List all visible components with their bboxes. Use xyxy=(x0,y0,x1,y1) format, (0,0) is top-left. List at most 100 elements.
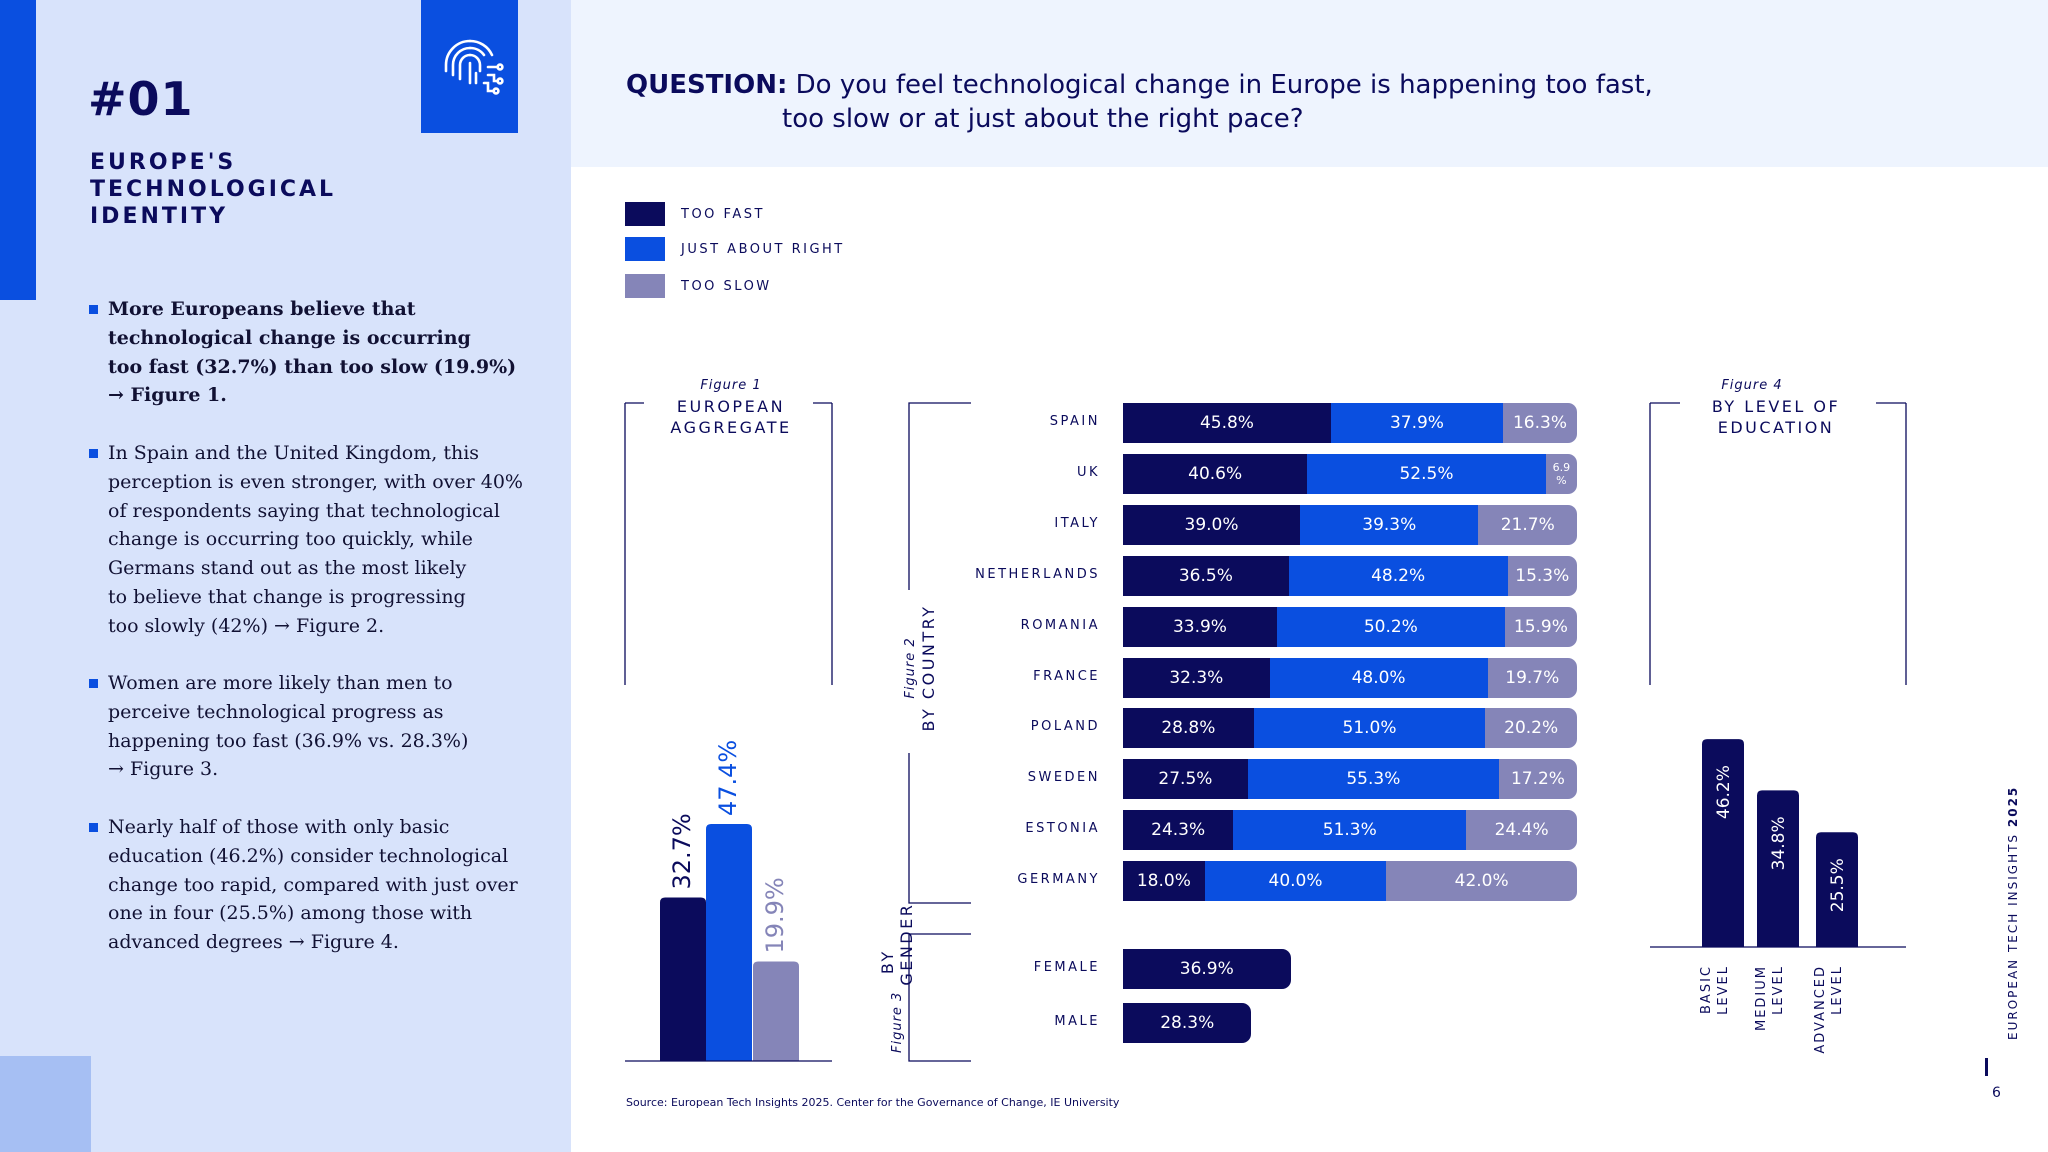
figure-4-data-label: 46.2% xyxy=(1714,765,1734,819)
bullet-line: change too rapid, compared with just ove… xyxy=(108,873,518,896)
bullet-line: too fast (32.7%) than too slow (19.9%) xyxy=(108,355,517,378)
publication-name: EUROPEAN TECH INSIGHTS xyxy=(2006,832,2020,1040)
figure-4-category-label: LEVEL xyxy=(1771,965,1786,1015)
accent-bar xyxy=(0,0,36,300)
bar-segment: 19.7% xyxy=(1487,657,1577,698)
legend-label: TOO FAST xyxy=(681,206,765,222)
caption-tick xyxy=(1985,1058,1988,1076)
section-title-line: TECHNOLOGICAL xyxy=(90,177,337,202)
question-header xyxy=(571,0,2048,167)
figure-4-data-label: 34.8% xyxy=(1769,816,1789,870)
bar-segment: 51.3% xyxy=(1233,810,1467,851)
source-note: Source: European Tech Insights 2025. Cen… xyxy=(626,1096,1120,1109)
question-line-2: too slow or at just about the right pace… xyxy=(782,104,1304,134)
bullet-line: Nearly half of those with only basic xyxy=(108,816,450,838)
bar-segment: 48.2% xyxy=(1288,555,1508,596)
question-line-1: Do you feel technological change in Euro… xyxy=(795,70,1653,100)
bullet-point: Women are more likely than men to percei… xyxy=(89,669,508,784)
category-label: SPAIN xyxy=(1049,414,1100,429)
figure-1-bar xyxy=(753,961,799,1061)
bar-segment: 51.0% xyxy=(1253,708,1486,749)
bullet-line: to believe that change is progressing xyxy=(108,585,466,608)
bar-segment: 50.2% xyxy=(1276,606,1505,647)
legend-label: TOO SLOW xyxy=(681,278,772,294)
bullet-line: advanced degrees → Figure 4. xyxy=(108,931,399,954)
bar-segment: 40.0% xyxy=(1204,861,1387,902)
bullet-line: perception is even stronger, with over 4… xyxy=(108,470,523,493)
bar-segment: 15.9% xyxy=(1504,606,1577,647)
category-label: POLAND xyxy=(1030,719,1100,735)
bar-segment: 24.4% xyxy=(1466,810,1577,851)
bullet-marker xyxy=(89,305,98,314)
bullet-marker xyxy=(89,823,98,832)
bullet-line: of respondents saying that technological xyxy=(108,499,500,522)
bullet-line: → Figure 1. xyxy=(108,384,227,407)
category-label: UK xyxy=(1076,464,1100,480)
bar-segment: 6.9 % xyxy=(1545,453,1577,494)
figure-1-bar xyxy=(660,897,706,1061)
category-label: SWEDEN xyxy=(1027,770,1100,786)
figure-4-bar xyxy=(1816,832,1858,947)
bar-segment: 28.3% xyxy=(1123,1003,1252,1043)
bullet-line: perceive technological progress as xyxy=(108,700,444,723)
legend-swatch xyxy=(625,202,665,226)
legend-item: JUST ABOUT RIGHT xyxy=(625,237,845,261)
legend-label: JUST ABOUT RIGHT xyxy=(681,241,845,257)
bullet-line: → Figure 3. xyxy=(108,758,219,781)
category-label: MALE xyxy=(1054,1014,1100,1029)
legend-swatch xyxy=(625,237,665,261)
figure-4-bracket xyxy=(1649,402,1907,685)
bullet-line: technological change is occurring xyxy=(108,326,471,349)
bar-segment: 18.0% xyxy=(1123,861,1205,902)
survey-question: QUESTION: Do you feel technological chan… xyxy=(626,68,1653,134)
bullet-line: More Europeans believe that xyxy=(108,298,416,320)
bar-segment: 17.2% xyxy=(1498,759,1577,800)
bar-segment: 27.5% xyxy=(1123,759,1248,800)
figure-4-data-label: 25.5% xyxy=(1828,858,1848,912)
bullet-line: happening too fast (36.9% vs. 28.3%) xyxy=(108,729,469,752)
figure-3-axis-title: Figure 3 BY GENDER xyxy=(878,903,916,1053)
figure-1-title: EUROPEAN AGGREGATE xyxy=(670,397,792,437)
bullet-point: More Europeans believe that technologica… xyxy=(89,295,517,410)
section-icon-box xyxy=(421,0,518,133)
bar-segment: 52.5% xyxy=(1307,453,1546,494)
figure-1-label: Figure 1 xyxy=(700,378,762,393)
figure-1-data-label: 32.7% xyxy=(668,813,696,889)
figure-4-category-label: ADVANCED xyxy=(1813,965,1828,1054)
figure-4-category-label: LEVEL xyxy=(1716,965,1731,1015)
legend-item: TOO SLOW xyxy=(625,274,772,298)
section-title-line: IDENTITY xyxy=(90,204,229,229)
bar-segment: 15.3% xyxy=(1507,555,1577,596)
bar-segment: 28.8% xyxy=(1123,708,1254,749)
legend-swatch xyxy=(625,274,665,298)
figure-4-category-label: MEDIUM xyxy=(1754,965,1769,1031)
question-label: QUESTION: xyxy=(626,70,788,100)
publication-caption: EUROPEAN TECH INSIGHTS 2025 xyxy=(2006,786,2020,1040)
category-label: NETHERLANDS xyxy=(975,566,1100,582)
figure-1-bar xyxy=(706,824,752,1061)
bar-segment: 42.0% xyxy=(1386,861,1577,902)
bar-segment: 36.5% xyxy=(1123,555,1289,596)
bar-segment: 20.2% xyxy=(1485,708,1577,749)
figure-2-bracket xyxy=(908,402,971,1062)
figure-4-label: Figure 4 xyxy=(1721,378,1783,393)
page-number: 6 xyxy=(1992,1085,2001,1101)
bullet-marker xyxy=(89,449,98,458)
publication-year: 2025 xyxy=(2006,785,2020,828)
bar-segment: 16.3% xyxy=(1502,403,1577,443)
figure-1-chart: 32.7% 47.4% 19.9% xyxy=(624,402,833,1062)
bar-segment: 48.0% xyxy=(1269,657,1488,698)
section-title-line: EUROPE'S xyxy=(90,150,237,175)
section-title: EUROPE'S TECHNOLOGICAL IDENTITY xyxy=(90,149,390,230)
bar-segment: 32.3% xyxy=(1123,657,1270,698)
bullet-line: In Spain and the United Kingdom, this xyxy=(108,442,480,464)
bar-segment: 24.3% xyxy=(1123,810,1234,851)
bullet-line: one in four (25.5%) among those with xyxy=(108,902,473,925)
bar-segment: 36.9% xyxy=(1123,949,1291,989)
fingerprint-circuit-icon xyxy=(444,39,504,95)
bar-segment: 55.3% xyxy=(1247,759,1499,800)
bullet-marker xyxy=(89,679,98,688)
bullet-point: In Spain and the United Kingdom, this pe… xyxy=(89,439,523,641)
bar-segment: 40.6% xyxy=(1123,453,1308,494)
bullet-point: Nearly half of those with only basic edu… xyxy=(89,813,518,957)
